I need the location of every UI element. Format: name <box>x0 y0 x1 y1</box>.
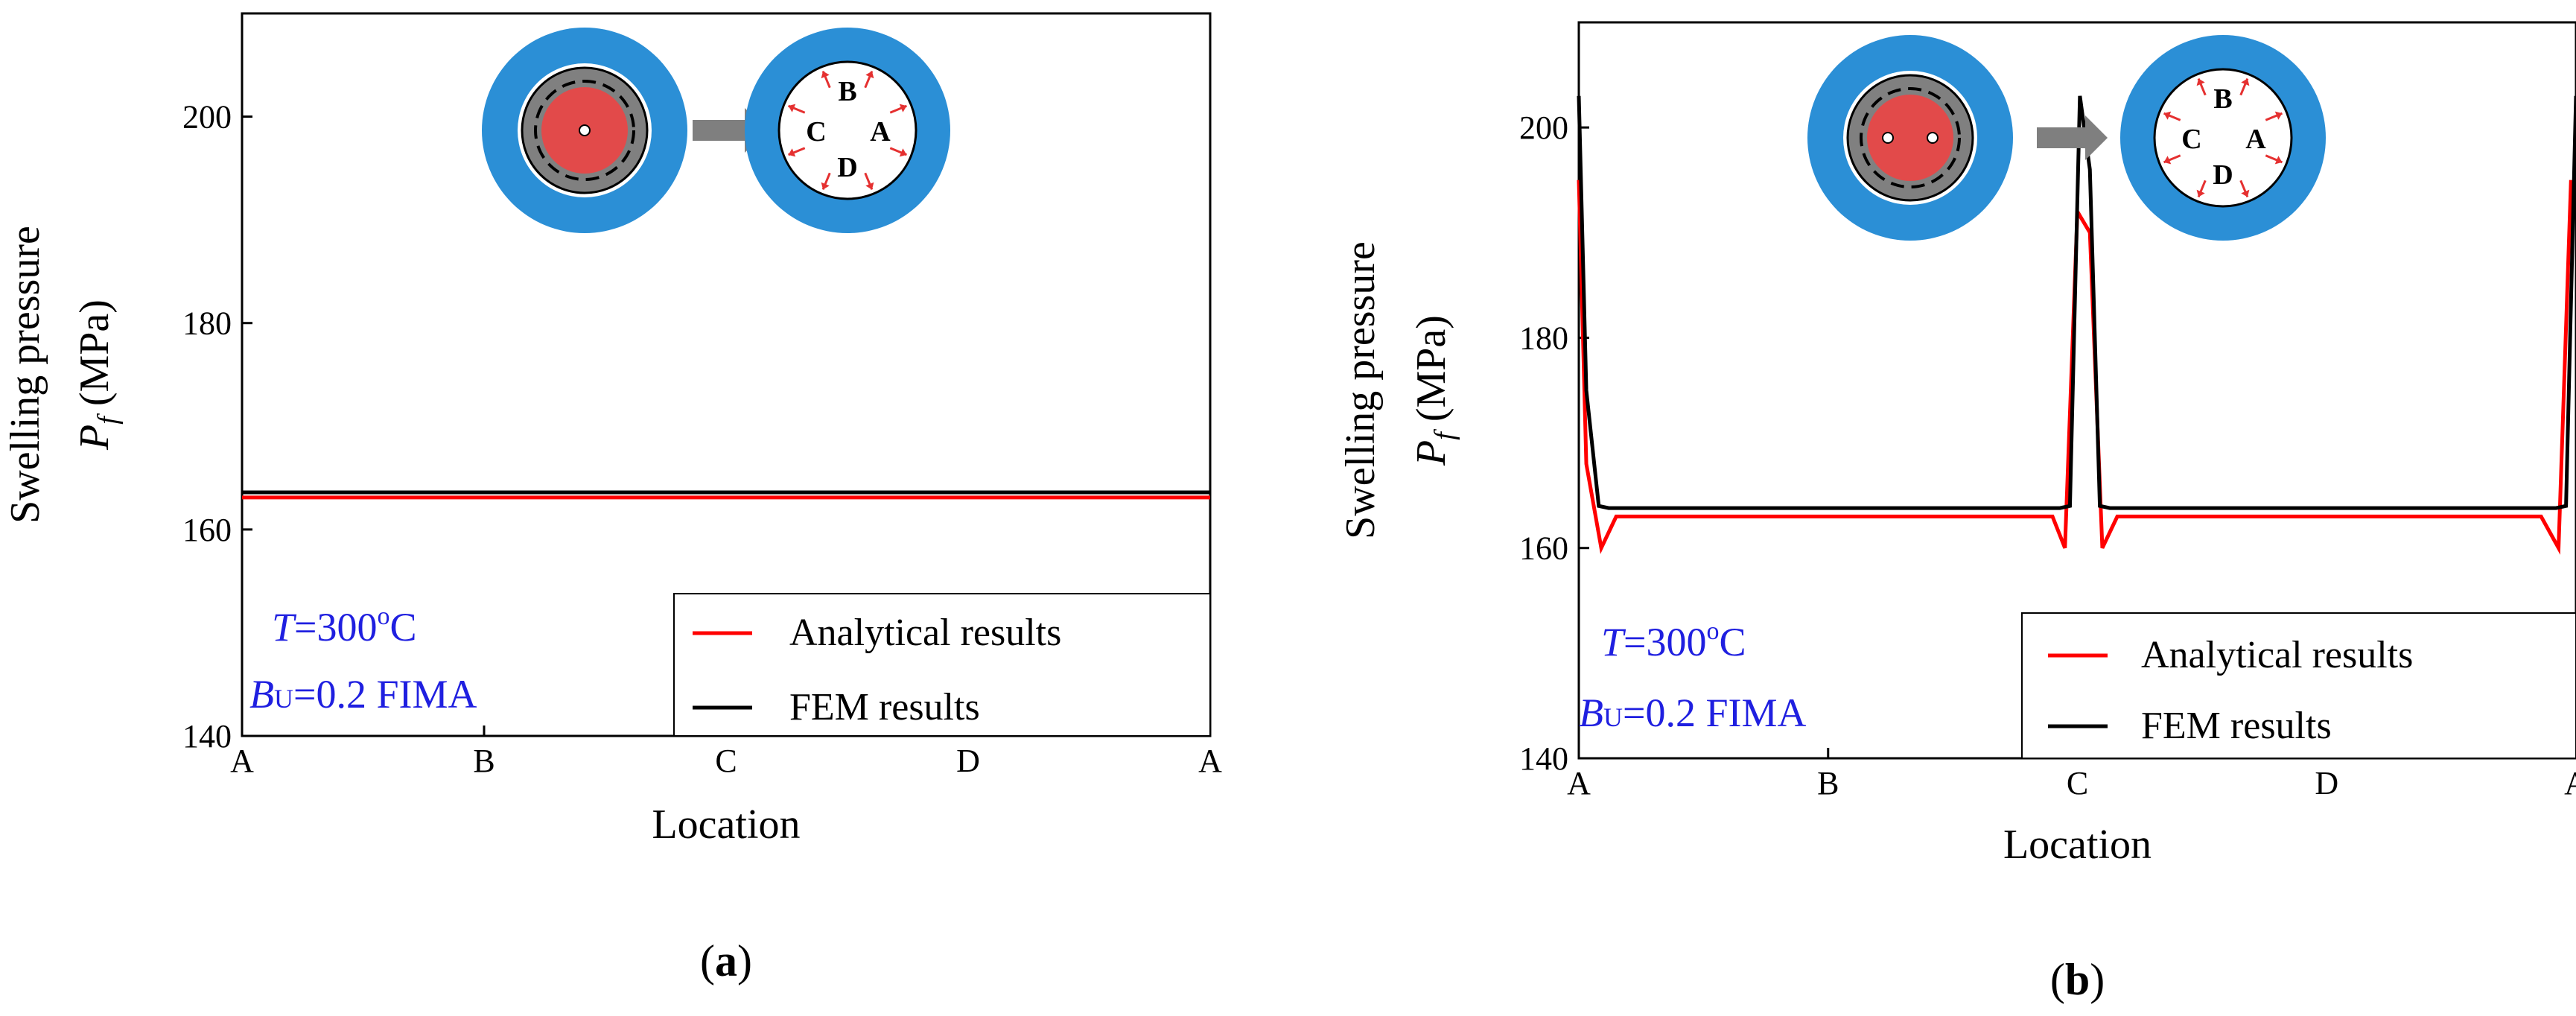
diagram-pressure-arrowhead-icon <box>865 71 874 79</box>
condition-temperature: T=300oC <box>1601 617 1746 664</box>
y-tick-label: 200 <box>182 99 232 136</box>
cond-t-unit: C <box>390 605 417 650</box>
y-axis-unit: (MPa) <box>71 299 118 416</box>
cond-t-degree: o <box>378 603 390 630</box>
diagram-hole <box>1882 132 1894 144</box>
y-tick-label: 180 <box>182 305 232 342</box>
diagram-hole <box>1927 132 1939 144</box>
diagram-dashed-boundary <box>534 80 635 181</box>
y-tick-label: 200 <box>1519 109 1568 146</box>
y-axis-unit: (MPa) <box>1408 315 1454 432</box>
y-tick-label: 140 <box>1519 740 1568 777</box>
diagram-label-c: C <box>2181 124 2201 155</box>
diagram-cavity <box>2153 68 2293 208</box>
diagram-cavity <box>777 60 917 200</box>
cond-t-symbol: T <box>1601 620 1626 664</box>
y-axis-unit-label: Pf (MPa) <box>71 299 124 451</box>
x-tick-label: A <box>2564 765 2576 801</box>
diagram-pressure-arrowhead-icon <box>2274 111 2283 120</box>
x-axis-label: Location <box>652 801 800 848</box>
diagram-dashed-boundary <box>1860 87 1961 188</box>
diagram-pressure-arrowhead-icon <box>821 182 830 190</box>
diagram-fuel-core <box>1867 95 1953 181</box>
legend-label: FEM results <box>789 686 980 728</box>
diagram-hole <box>579 124 591 136</box>
cond-t-degree: o <box>1707 617 1720 645</box>
legend-label: FEM results <box>2141 705 2332 747</box>
diagram-pressure-arrowhead-icon <box>899 104 907 112</box>
cond-b-subscript: U <box>274 684 293 714</box>
y-tick-label: 160 <box>182 512 232 548</box>
x-tick-label: B <box>473 743 494 779</box>
x-axis-label: Location <box>2003 822 2152 868</box>
condition-burnup: BU=0.2 FIMA <box>249 672 477 717</box>
x-tick-label: C <box>715 743 737 779</box>
cond-b-symbol: B <box>249 672 274 717</box>
panel-paren-open: ( <box>700 936 715 985</box>
x-tick-label: D <box>2315 765 2338 801</box>
panel-label: (b) <box>2050 955 2105 1004</box>
diagram-pressure-arrowhead-icon <box>821 71 830 79</box>
diagram-pressure-arrowhead-icon <box>865 182 874 190</box>
diagram-transition-arrow-icon <box>2037 115 2108 160</box>
cond-t-value: =300 <box>294 605 377 650</box>
diagram-pressure-arrowhead-icon <box>2241 78 2250 86</box>
diagram-pressure-arrowhead-icon <box>788 148 796 157</box>
x-tick-label: C <box>2067 765 2088 801</box>
x-tick-label: A <box>1567 765 1591 801</box>
x-tick-label: B <box>1817 765 1839 801</box>
diagram-pressure-arrowhead-icon <box>788 104 796 112</box>
diagram-pressure-arrowhead-icon <box>2163 111 2172 120</box>
legend-box <box>673 593 1211 737</box>
condition-temperature: T=300oC <box>272 603 417 650</box>
series-line-analytical <box>1577 180 2573 555</box>
cond-b-symbol: B <box>1579 690 1603 735</box>
panel-paren-open: ( <box>2050 955 2065 1004</box>
diagram-label-c: C <box>806 116 826 147</box>
x-tick-label: D <box>956 743 980 779</box>
cond-t-value: =300 <box>1623 620 1706 664</box>
cond-t-unit: C <box>1720 620 1746 664</box>
y-tick-label: 140 <box>182 718 232 755</box>
y-tick-label: 180 <box>1519 320 1568 356</box>
diagram-label-d: D <box>2213 159 2233 191</box>
diagram-label-a: A <box>2245 124 2266 155</box>
panel-label: (a) <box>700 936 752 985</box>
cond-t-symbol: T <box>272 605 297 650</box>
cond-b-subscript: U <box>1603 702 1623 732</box>
y-tick-label: 160 <box>1519 530 1568 567</box>
y-axis-unit-label: Pf (MPa) <box>1408 315 1460 466</box>
diagram-label-b: B <box>2213 83 2232 115</box>
diagram-label-a: A <box>870 116 891 147</box>
legend-label: Analytical results <box>2141 634 2413 676</box>
diagram-pressure-arrowhead-icon <box>2163 156 2172 165</box>
diagram-pressure-arrowhead-icon <box>2274 156 2283 165</box>
panel-letter: a <box>715 936 737 985</box>
condition-burnup: BU=0.2 FIMA <box>1579 690 1806 735</box>
panel-paren-close: ) <box>737 936 752 985</box>
diagram-label-d: D <box>837 152 857 183</box>
cond-b-value: =0.2 FIMA <box>1623 690 1806 735</box>
legend-box <box>2021 612 2576 759</box>
y-axis-symbol: P <box>1408 440 1454 466</box>
x-tick-label: A <box>230 743 254 779</box>
x-tick-label: A <box>1198 743 1222 779</box>
diagram-pressure-arrowhead-icon <box>2196 189 2205 197</box>
diagram-pressure-arrowhead-icon <box>899 148 907 157</box>
y-axis-symbol: P <box>71 425 118 451</box>
panel-letter: b <box>2065 955 2090 1004</box>
panel-paren-close: ) <box>2090 955 2105 1004</box>
y-axis-label: Swelling pressure <box>1338 241 1384 539</box>
legend-label: Analytical results <box>789 612 1061 654</box>
diagram-label-b: B <box>838 76 856 107</box>
diagram-pressure-arrowhead-icon <box>2241 189 2250 197</box>
diagram-pressure-arrowhead-icon <box>2196 78 2205 86</box>
cond-b-value: =0.2 FIMA <box>293 672 477 717</box>
y-axis-label: Swelling pressure <box>2 226 48 524</box>
